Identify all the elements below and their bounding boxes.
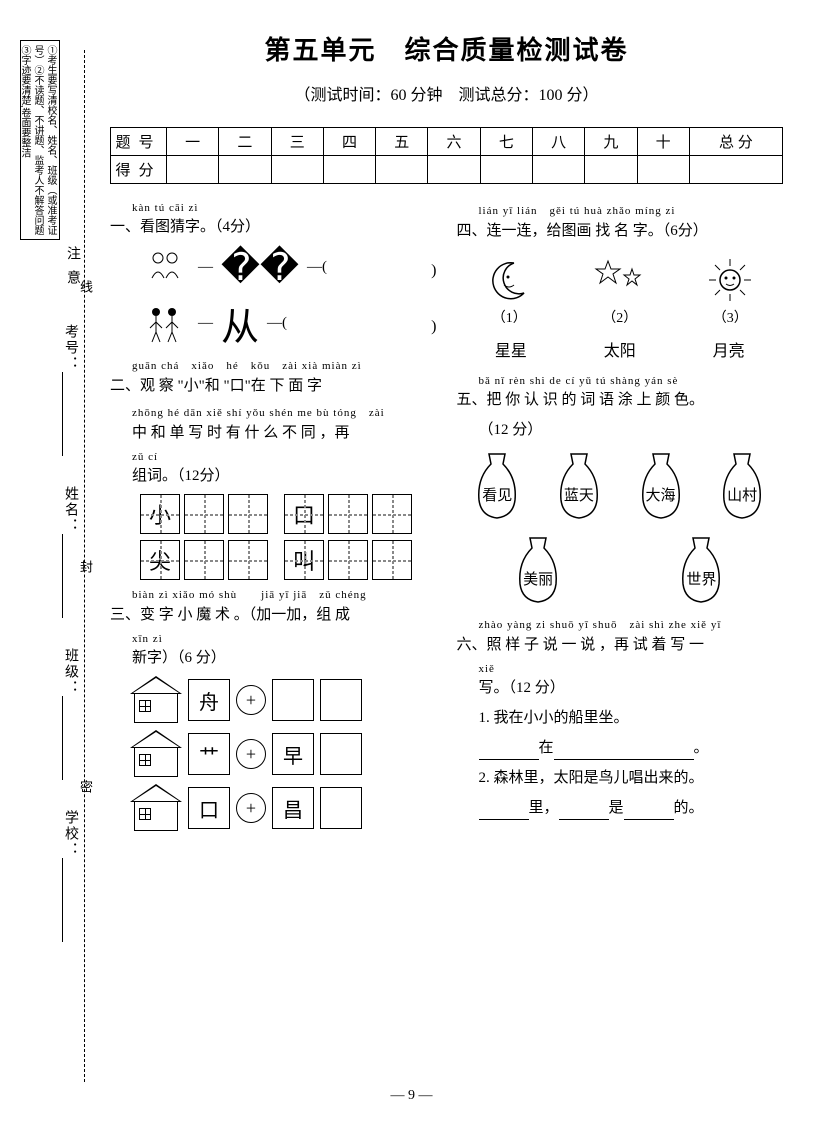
field-name: 姓名： [60,486,80,618]
page-number: — 9 — [0,1088,823,1104]
q6-item1: 1. 我在小小的船里坐。 [457,706,784,730]
q6-item2: 2. 森林里，太阳是鸟儿唱出来的。 [457,766,784,790]
tianzi-cell [372,540,412,580]
pinyin: xīn zì [110,633,437,645]
tianzi-cell [184,494,224,534]
plus-icon: + [236,739,266,769]
q1-row: — 从 —( ) [140,296,437,351]
ancient-glyph: 从 [221,296,259,351]
right-column: lián yī lián gěi tú huà zhǎo míng zi 四、连… [457,202,784,838]
figure-icon [140,247,190,289]
tianzi-cell: 叫 [284,540,324,580]
q6-blank2: 里，是的。 [457,796,784,820]
vase-item: 山村 [702,450,782,524]
pinyin: bǎ nǐ rèn shi de cí yǔ tú shàng yán sè [457,375,784,387]
pinyin: zhōng hé dān xiě shí yǒu shén me bù tóng… [110,404,437,420]
tianzi-cell [372,494,412,534]
q2-line: 中 和 单 写 时 有 什 么 不 同 ，再 [110,421,437,445]
marker-feng: 封 [76,560,95,573]
pinyin: xiě [457,663,784,675]
match-words: 星星 太阳 月亮 [457,337,784,361]
q6-blank1: 在。 [457,736,784,760]
q1-title: 一、看图猜字。（4分） [110,215,437,239]
row-label: 得分 [111,156,167,184]
table-row: 题号 一 二 三 四 五 六 七 八 九 十 总 分 [111,128,783,156]
q5-title: 五、把 你 认 识 的 词 语 涂 上 颜 色。 [457,388,784,412]
char-box: 口 [188,787,230,829]
q3-line: 三、变 字 小 魔 术 。（加一加，组 成 [110,603,437,627]
house-icon [130,676,182,724]
tianzi-cell: 小 [140,494,180,534]
tianzi-row: 尖 叫 [140,540,437,580]
field-school: 学校： [60,810,80,942]
pinyin: kàn tú cāi zì [110,202,437,214]
marker-mi: 密 [76,780,95,793]
tianzi-cell [228,540,268,580]
page-title: 第五单元 综合质量检测试卷 [110,30,783,67]
answer-box [320,679,362,721]
ancient-glyph: �� [221,245,299,290]
char-box: 早 [272,733,314,775]
char-box: 𠂌 [272,679,314,721]
house-icon [130,784,182,832]
q4-title: 四、连一连，给图画 找 名 字。（6分） [457,219,784,243]
row-label: 题号 [111,128,167,156]
vase-item: 美丽 [498,534,578,608]
vase-item: 看见 [457,450,537,524]
marker-xian: 线 [76,280,95,293]
figure-icon [140,303,190,345]
char-box: 艹 [188,733,230,775]
notice-box: ①考生要写清校名、姓名、班级（或准考证号）②不读题、不讲题、监考人不解答问题③字… [20,40,60,240]
char-box: 舟 [188,679,230,721]
char-box: 昌 [272,787,314,829]
plus-icon: + [236,685,266,715]
star-icon [590,253,650,307]
house-row: 口 + 昌 [130,784,437,832]
q6-line: 六、照 样 子 说 一 说 ，再 试 着 写 一 [457,633,784,657]
vase-item: 大海 [621,450,701,524]
pinyin: zǔ cí [110,451,437,463]
moon-icon [484,253,534,307]
house-row: 艹 + 早 [130,730,437,778]
sun-icon [705,253,755,307]
pinyin: biàn zì xiǎo mó shù jiā yī jiā zǔ chéng [110,586,437,602]
tianzi-cell [184,540,224,580]
tianzi-cell: 尖 [140,540,180,580]
pinyin: lián yī lián gěi tú huà zhǎo míng zi [457,202,784,218]
house-row: 舟 + 𠂌 [130,676,437,724]
q5-points: （12 分） [457,418,784,442]
field-class: 班级： [60,648,80,780]
q1-row: — �� —( ) [140,245,437,290]
vase-grid: 看见 蓝天 大海 山村 美丽 世界 [457,450,784,608]
answer-box [320,787,362,829]
house-icon [130,730,182,778]
field-exam-id: 考号： [60,324,80,456]
q6-line: 写。（12 分） [457,676,784,700]
vase-item: 蓝天 [539,450,619,524]
tianzi-cell [328,494,368,534]
q3-line: 新字）（6 分） [110,646,437,670]
pinyin: guān chá xiǎo hé kǒu zài xià miàn zì [110,357,437,373]
tianzi-cell [328,540,368,580]
q2-line: 组词。（12分） [110,464,437,488]
plus-icon: + [236,793,266,823]
q2-line: 二、观 察 "小"和 "口"在 下 面 字 [110,374,437,398]
left-column: kàn tú cāi zì 一、看图猜字。（4分） — �� —( ) — 从 … [110,202,437,838]
tianzi-row: 小 口 [140,494,437,534]
subtitle: （测试时间：60 分钟 测试总分：100 分） [110,81,783,105]
table-row: 得分 [111,156,783,184]
match-icons: （1） （2） （3） [457,253,784,327]
pinyin: zhào yàng zi shuō yī shuō zài shì zhe xi… [457,616,784,632]
answer-box [320,733,362,775]
tianzi-cell: 口 [284,494,324,534]
score-table: 题号 一 二 三 四 五 六 七 八 九 十 总 分 得分 [110,127,783,184]
vase-item: 世界 [661,534,741,608]
tianzi-cell [228,494,268,534]
